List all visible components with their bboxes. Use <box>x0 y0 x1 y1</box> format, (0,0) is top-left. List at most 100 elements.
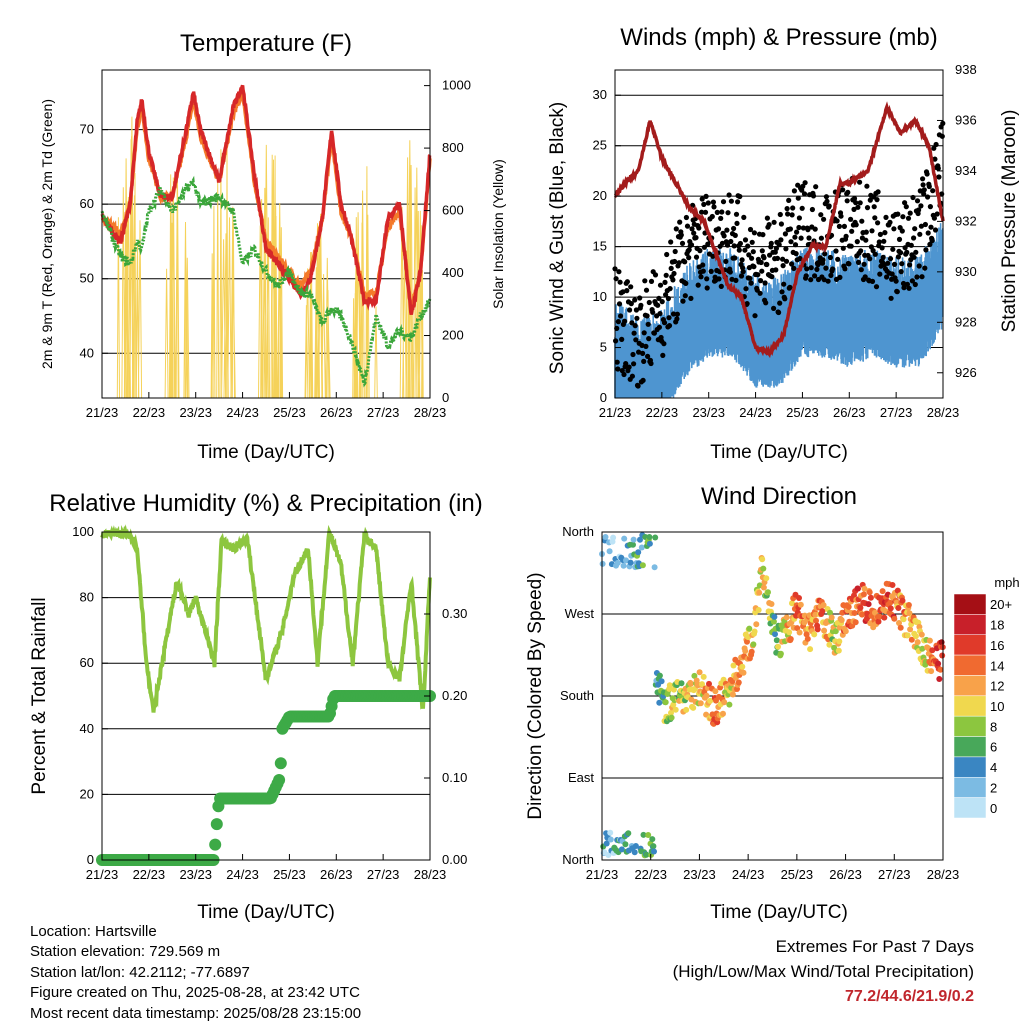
gust-point <box>838 213 844 219</box>
direction-point <box>691 672 698 679</box>
gust-point <box>812 273 818 279</box>
gust-point <box>867 256 873 262</box>
colorbar-label: 14 <box>990 658 1004 673</box>
gust-point <box>666 315 672 321</box>
gust-point <box>882 230 888 236</box>
insolation-y2-tick-label: 200 <box>442 328 464 343</box>
winds-title: Winds (mph) & Pressure (mb) <box>620 24 937 51</box>
colorbar-label: 6 <box>990 740 997 755</box>
gust-point <box>863 237 869 243</box>
gust-point <box>661 341 667 347</box>
gust-point <box>708 268 714 274</box>
gust-point <box>705 200 711 206</box>
gust-point <box>875 220 881 226</box>
gust-point <box>720 199 727 205</box>
gust-point <box>932 156 938 162</box>
gust-point <box>798 235 804 241</box>
gust-point <box>920 182 926 188</box>
gust-point <box>891 261 898 267</box>
direction-point <box>904 632 911 639</box>
gust-point <box>879 245 885 251</box>
gust-point <box>835 256 841 262</box>
gust-point <box>872 251 878 257</box>
colorbar-label: 4 <box>990 760 997 775</box>
gust-point <box>780 263 786 269</box>
gust-point <box>704 285 710 291</box>
direction-point <box>861 585 868 592</box>
direction-point <box>607 829 614 836</box>
dewpoint-series-line <box>100 175 432 388</box>
gust-point <box>729 276 735 282</box>
gust-point <box>744 301 750 307</box>
gust-point <box>764 215 771 221</box>
gust-point <box>648 360 654 367</box>
gust-point <box>632 297 638 303</box>
gust-point <box>629 373 636 379</box>
gust-point <box>650 309 656 315</box>
gust-point <box>853 200 859 206</box>
gust-point <box>666 323 673 329</box>
gust-point <box>925 194 931 200</box>
gust-point <box>688 295 694 301</box>
direction-point <box>919 645 926 652</box>
gust-point <box>802 180 808 186</box>
direction-point <box>936 676 943 682</box>
direction-point <box>605 852 612 858</box>
gust-point <box>895 211 901 217</box>
direction-point <box>607 836 614 843</box>
direction-point <box>867 594 874 601</box>
temperature-x-tick-label: 22/23 <box>133 405 166 420</box>
gust-point <box>833 248 839 254</box>
gust-point <box>861 261 867 267</box>
insolation-y2-axis-label: Solar Insolation (Yellow) <box>490 159 506 309</box>
gust-point <box>648 278 655 284</box>
gust-point <box>921 191 927 197</box>
colorbar-swatch <box>953 634 987 656</box>
direction-point <box>699 681 705 688</box>
gust-point <box>871 204 877 210</box>
gust-point <box>891 226 897 232</box>
colorbar-label: 0 <box>990 801 997 816</box>
gust-point <box>783 258 790 264</box>
gust-point <box>677 219 683 225</box>
colorbar-swatch <box>953 777 987 798</box>
speed-colorbar: mph 20+ 18 16 14 12 10 8 6 4 2 0 <box>953 575 1020 819</box>
gust-point <box>786 197 792 203</box>
gust-point <box>873 284 880 290</box>
direction-point <box>632 843 639 849</box>
precip-point <box>210 818 223 831</box>
direction-point <box>651 564 658 571</box>
direction-point <box>855 585 861 592</box>
gust-point <box>864 205 871 211</box>
precip-point <box>274 757 287 770</box>
direction-point <box>670 686 677 693</box>
pressure-y2-tick-label: 926 <box>955 365 977 380</box>
direction-point <box>899 597 906 604</box>
direction-point <box>630 536 637 543</box>
direction-point <box>620 562 627 569</box>
direction-point <box>912 633 919 640</box>
direction-point <box>935 660 942 667</box>
gust-point <box>782 296 788 302</box>
precip-y2-tick-label: 0.00 <box>442 852 467 867</box>
colorbar-swatch <box>953 675 987 697</box>
gust-point <box>929 238 935 244</box>
humidity-x-tick-label: 27/23 <box>367 867 400 882</box>
gust-point <box>774 255 781 261</box>
gust-point <box>627 307 633 313</box>
direction-point <box>599 560 606 567</box>
gust-point <box>908 242 914 248</box>
gust-point <box>696 225 702 231</box>
gust-point <box>698 274 704 280</box>
wind-direction-x-tick-label: 27/23 <box>878 867 911 882</box>
humidity-x-tick-label: 21/23 <box>86 867 119 882</box>
gust-point <box>909 278 916 284</box>
gust-point <box>914 198 921 204</box>
direction-point <box>706 680 712 687</box>
gust-point <box>737 193 743 200</box>
direction-point <box>759 556 766 563</box>
gust-point <box>620 289 626 295</box>
direction-point <box>918 631 925 638</box>
direction-point <box>772 631 778 638</box>
gust-point <box>686 255 692 261</box>
